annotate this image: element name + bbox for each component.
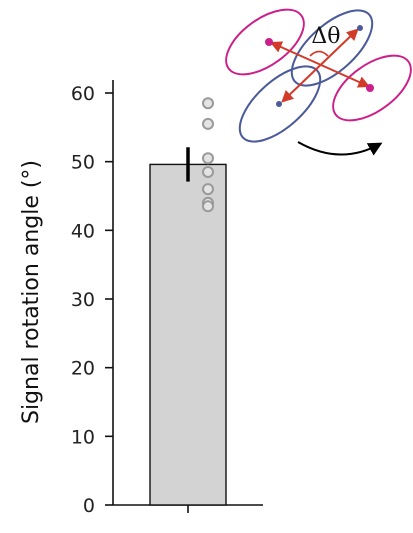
y-tick-label: 40 bbox=[71, 220, 95, 242]
y-tick-label: 60 bbox=[71, 83, 95, 105]
blue-dot-upper bbox=[357, 25, 363, 31]
blue-dot-lower bbox=[276, 101, 282, 107]
magenta-ellipse-upper bbox=[225, 8, 305, 76]
magenta-dot-upper bbox=[265, 38, 273, 46]
data-point bbox=[202, 183, 214, 196]
y-tick-label: 50 bbox=[71, 152, 95, 174]
y-tick-label: 20 bbox=[71, 358, 95, 380]
y-tick-label: 30 bbox=[71, 289, 95, 311]
angle-arc bbox=[309, 50, 329, 57]
bars bbox=[149, 147, 227, 506]
y-tick-label: 0 bbox=[83, 495, 95, 517]
data-point bbox=[202, 97, 214, 110]
data-point bbox=[202, 152, 214, 165]
delta-theta-label: Δθ bbox=[311, 24, 340, 49]
red-arrow-blue-axis bbox=[281, 28, 359, 103]
data-point bbox=[202, 200, 214, 213]
bar bbox=[149, 163, 227, 506]
magenta-dot-lower bbox=[366, 84, 374, 92]
rotation-curved-arrow bbox=[297, 141, 383, 156]
data-point bbox=[202, 165, 214, 178]
rotation-diagram: Δθ bbox=[225, 8, 412, 156]
y-ticks: 0 10 20 30 40 50 60 bbox=[71, 83, 113, 517]
y-tick-label: 10 bbox=[71, 426, 95, 448]
data-points bbox=[202, 97, 214, 213]
blue-ellipse-upper bbox=[290, 9, 374, 87]
y-axis-title: Signal rotation angle (°) bbox=[19, 160, 44, 424]
data-point bbox=[202, 117, 214, 130]
